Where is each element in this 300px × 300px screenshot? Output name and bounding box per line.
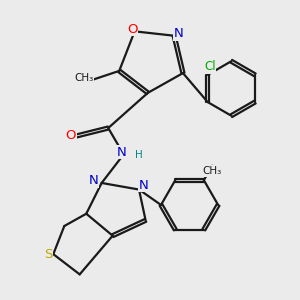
Text: S: S (44, 248, 52, 261)
Text: Cl: Cl (204, 60, 216, 74)
Text: CH₃: CH₃ (202, 166, 222, 176)
Text: N: N (174, 27, 183, 40)
Text: O: O (66, 129, 76, 142)
Text: O: O (127, 22, 138, 36)
Text: H: H (135, 150, 143, 160)
Text: N: N (89, 174, 99, 187)
Text: CH₃: CH₃ (74, 74, 94, 83)
Text: N: N (139, 179, 148, 192)
Text: N: N (117, 146, 126, 159)
